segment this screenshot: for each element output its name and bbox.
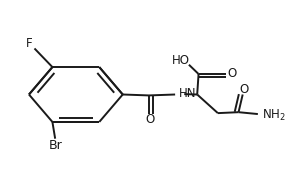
Text: Br: Br	[49, 139, 63, 152]
Text: F: F	[26, 37, 33, 50]
Text: O: O	[240, 83, 249, 96]
Text: HO: HO	[172, 54, 190, 67]
Text: NH$_2$: NH$_2$	[262, 108, 286, 123]
Text: HN: HN	[179, 87, 196, 100]
Text: O: O	[228, 67, 237, 80]
Text: O: O	[146, 113, 155, 126]
